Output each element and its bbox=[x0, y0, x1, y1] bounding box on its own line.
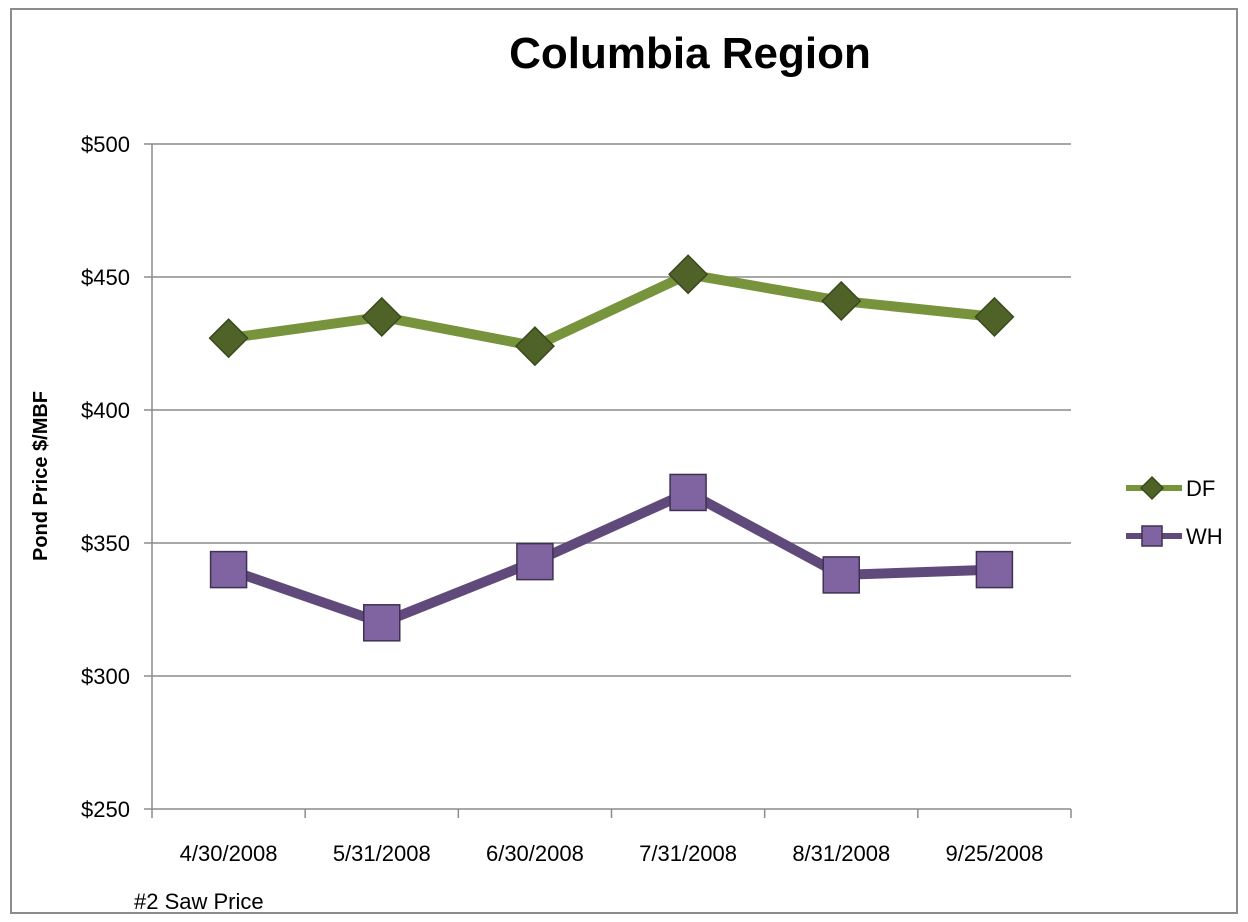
y-axis-label: Pond Price $/MBF bbox=[30, 391, 52, 561]
x-tick-label: 7/31/2008 bbox=[639, 841, 737, 866]
data-point-WH bbox=[822, 556, 860, 594]
y-tick-label: $250 bbox=[81, 797, 130, 822]
legend-marker bbox=[1139, 475, 1165, 501]
data-point-DF bbox=[821, 280, 862, 322]
y-tick-label: $300 bbox=[81, 664, 130, 689]
y-tick-label: $500 bbox=[81, 132, 130, 157]
series-group bbox=[208, 254, 1015, 642]
series-WH bbox=[209, 473, 1014, 642]
data-point-DF bbox=[668, 254, 709, 295]
data-point-WH bbox=[669, 473, 707, 512]
chart-frame bbox=[10, 8, 1238, 914]
data-point-WH bbox=[516, 542, 554, 581]
data-point-WH bbox=[209, 550, 248, 589]
series-DF bbox=[208, 254, 1015, 367]
x-tick-label: 9/25/2008 bbox=[945, 841, 1043, 866]
x-tick-labels: 4/30/2008 5/31/2008 6/30/2008 7/31/2008 8/31… bbox=[180, 841, 1044, 866]
y-tick-label: $350 bbox=[81, 531, 130, 556]
y-tick-label: $450 bbox=[81, 265, 130, 290]
data-point-DF bbox=[361, 296, 402, 337]
legend-item-DF: DF bbox=[1126, 475, 1215, 501]
legend-label: DF bbox=[1186, 476, 1215, 501]
data-point-DF bbox=[974, 296, 1015, 337]
legend-label: WH bbox=[1186, 524, 1223, 549]
x-tick-label: 4/30/2008 bbox=[180, 841, 278, 866]
y-tick-labels: $250 $300 $350 $400 $450 $500 bbox=[81, 132, 130, 822]
chart-title: Columbia Region bbox=[509, 29, 871, 78]
x-tick-label: 5/31/2008 bbox=[333, 841, 431, 866]
legend: DF WH bbox=[1126, 475, 1223, 549]
data-point-DF bbox=[208, 318, 249, 359]
legend-item-WH: WH bbox=[1126, 524, 1223, 549]
y-tick-label: $400 bbox=[81, 398, 130, 423]
gridlines bbox=[152, 143, 1071, 677]
x-tick-label: 6/30/2008 bbox=[486, 841, 584, 866]
series-line-WH bbox=[223, 487, 1000, 628]
axes bbox=[144, 143, 1072, 818]
data-point-DF bbox=[514, 326, 555, 367]
data-point-WH bbox=[975, 550, 1014, 589]
x-tick-label: 8/31/2008 bbox=[792, 841, 890, 866]
legend-marker bbox=[1141, 525, 1163, 547]
series-line-DF bbox=[223, 269, 1000, 352]
footnote: #2 Saw Price bbox=[134, 889, 264, 914]
data-point-WH bbox=[363, 604, 401, 642]
